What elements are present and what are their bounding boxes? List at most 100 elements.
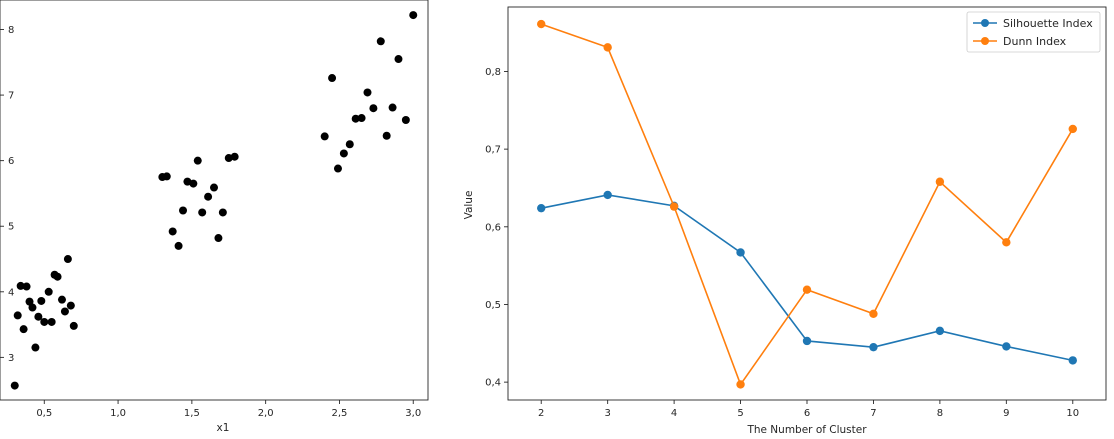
scatter-y-tick-label: 7 (8, 91, 14, 102)
series-point-dunn (935, 177, 945, 186)
series-point-silhouette (537, 203, 546, 213)
scatter-point (345, 140, 354, 149)
scatter-y-tick-label: 4 (8, 287, 14, 298)
line-x-tick-label: 6 (804, 408, 810, 419)
scatter-point (394, 55, 403, 64)
scatter-point (204, 192, 213, 201)
scatter-point (28, 303, 37, 312)
line-x-tick-label: 2 (538, 408, 544, 419)
line-y-tick-label: 0,5 (485, 300, 501, 311)
scatter-y-tick-label: 5 (8, 222, 14, 233)
scatter-point (218, 208, 227, 217)
scatter-point (162, 172, 171, 181)
series-line-silhouette (541, 194, 1073, 362)
scatter-point (210, 183, 218, 192)
scatter-x-tick-label: 1,0 (110, 408, 126, 419)
scatter-x-tick-label: 0,5 (36, 408, 52, 419)
line-x-tick-label: 4 (671, 408, 677, 419)
line-y-axis-label: Value (463, 191, 475, 220)
scatter-point (382, 131, 391, 140)
series-point-silhouette (1002, 342, 1011, 351)
scatter-point (22, 282, 31, 291)
scatter-point (230, 152, 239, 161)
series-point-silhouette (869, 342, 878, 352)
line-x-axis: 2 3 4 5 6 7 8 9 10 (538, 400, 1079, 419)
line-series-group (537, 19, 1077, 389)
series-point-silhouette (603, 190, 612, 200)
scatter-point (53, 272, 62, 281)
series-point-dunn (1068, 124, 1077, 134)
scatter-point (40, 317, 49, 326)
scatter-point (328, 74, 337, 83)
scatter-x-tick-label: 2,5 (331, 408, 347, 419)
scatter-y-tick-label: 6 (8, 156, 14, 167)
scatter-point (37, 296, 46, 305)
line-x-tick-label: 7 (870, 408, 876, 419)
legend-dunn-label: Dunn Index (1003, 35, 1067, 48)
line-x-tick-label: 9 (1003, 408, 1009, 419)
series-point-dunn (869, 309, 878, 318)
scatter-point (57, 295, 66, 304)
scatter-point (34, 312, 43, 321)
series-point-dunn (1002, 238, 1011, 247)
scatter-point (357, 114, 366, 123)
scatter-plot-frame (0, 0, 429, 401)
scatter-point (31, 343, 40, 352)
scatter-x-axis-label: x1 (217, 422, 230, 434)
scatter-point (174, 241, 183, 250)
series-point-dunn (669, 202, 679, 211)
line-y-axis: 0,4 0,5 0,6 0,7 0,8 (485, 67, 508, 389)
scatter-point (193, 156, 202, 165)
scatter-x-tick-label: 3,0 (405, 408, 421, 419)
scatter-point (189, 179, 198, 188)
scatter-y-tick-label: 3 (8, 353, 14, 364)
line-x-axis-label: The Number of Cluster (746, 424, 867, 436)
series-point-dunn (802, 285, 812, 294)
scatter-point (409, 11, 418, 20)
scatter-point (10, 381, 19, 390)
line-chart: 2 3 4 5 6 7 8 9 10 0,4 0,5 0,6 0,7 0,8 The Number of… (463, 6, 1107, 436)
scatter-point (19, 325, 28, 334)
line-x-tick-label: 10 (1066, 408, 1079, 419)
line-x-tick-label: 5 (737, 408, 743, 419)
scatter-point (13, 311, 22, 320)
line-y-tick-label: 0,8 (485, 67, 501, 78)
scatter-point (168, 227, 177, 236)
line-y-tick-label: 0,6 (485, 222, 501, 233)
scatter-point (25, 297, 34, 306)
scatter-point (401, 116, 410, 124)
line-x-tick-label: 8 (937, 408, 943, 419)
scatter-point (388, 103, 397, 112)
scatter-chart: 0,5 1,0 1,5 2,0 2,5 3,0 3 4 5 6 7 8 x1 (0, 0, 429, 434)
scatter-point (369, 104, 378, 113)
line-y-tick-label: 0,4 (485, 378, 501, 389)
scatter-point (333, 164, 342, 173)
scatter-point (363, 88, 372, 97)
scatter-point (16, 281, 25, 290)
series-point-silhouette (736, 248, 745, 257)
series-point-silhouette (802, 336, 812, 346)
scatter-y-axis: 3 4 5 6 7 8 (0, 25, 14, 364)
legend-silhouette-label: Silhouette Index (1003, 17, 1093, 30)
legend-dunn-swatch-marker (981, 37, 989, 45)
series-point-dunn (736, 380, 745, 389)
scatter-points (10, 11, 418, 390)
scatter-point (351, 114, 360, 123)
scatter-point (69, 321, 78, 330)
series-line-dunn (540, 23, 1074, 387)
scatter-point (214, 234, 223, 243)
series-point-silhouette (935, 326, 945, 336)
legend-box (966, 11, 1101, 53)
scatter-point (198, 208, 207, 217)
series-point-silhouette (1068, 356, 1077, 365)
scatter-x-tick-label: 2,0 (258, 408, 274, 419)
scatter-point (60, 307, 69, 316)
scatter-point (63, 255, 72, 264)
scatter-x-tick-label: 1,5 (184, 408, 200, 419)
series-point-dunn (537, 19, 546, 29)
scatter-point (179, 206, 188, 215)
scatter-point (339, 149, 348, 158)
scatter-y-tick-label: 8 (8, 25, 14, 36)
line-y-tick-label: 0,7 (485, 145, 501, 156)
scatter-point (47, 317, 56, 326)
